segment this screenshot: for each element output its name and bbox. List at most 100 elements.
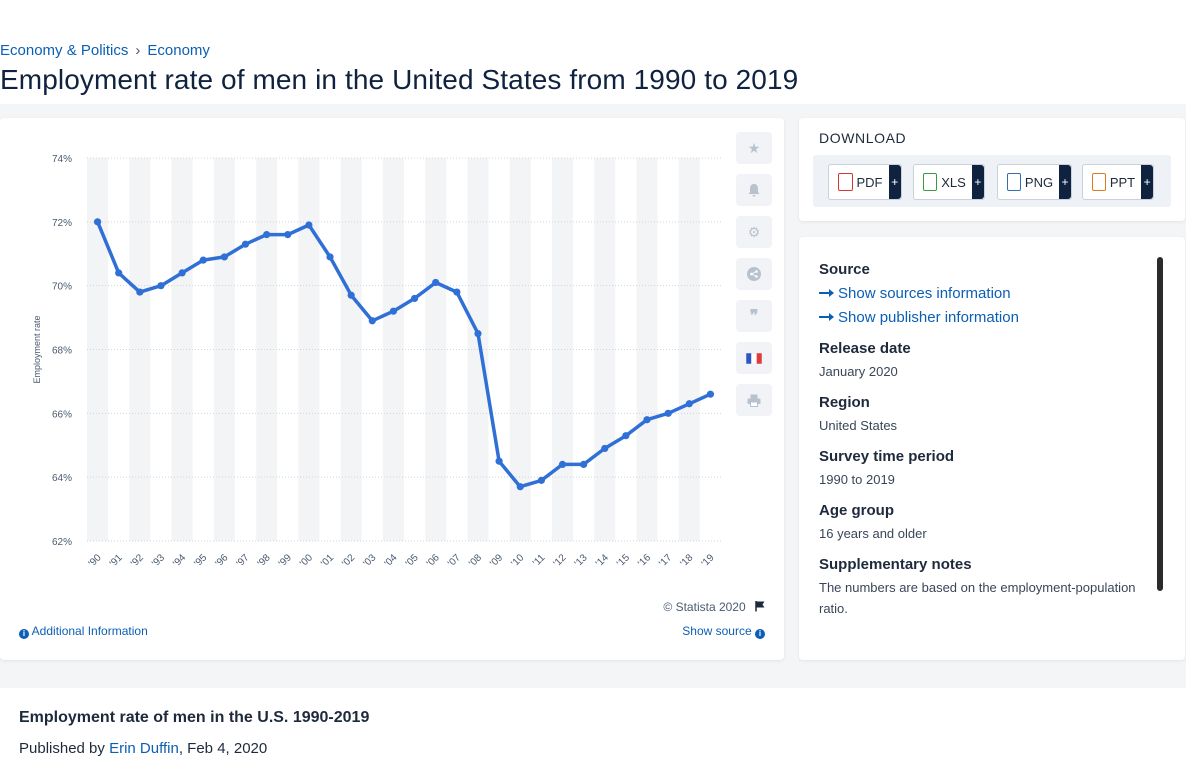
line-chart: 62%64%66%68%70%72%74%Employment rate'90 '… — [32, 154, 721, 569]
x-tick-label: '15 — [615, 552, 632, 569]
statistic-summary: Employment rate of men in the U.S. 1990-… — [0, 688, 1186, 768]
y-tick-label: 62% — [52, 537, 72, 548]
breadcrumb-economy[interactable]: Economy — [147, 42, 210, 59]
x-tick-label: '12 — [552, 552, 569, 569]
category-band — [509, 158, 531, 541]
x-tick-label: '09 — [488, 552, 505, 569]
flag-icon[interactable] — [754, 600, 766, 612]
download-ppt-plus[interactable]: + — [1141, 165, 1153, 199]
copyright-notice: © Statista 2020 — [663, 600, 766, 614]
data-point — [453, 288, 461, 296]
category-band — [256, 158, 278, 541]
data-point — [558, 460, 567, 468]
release-date-value: January 2020 — [819, 364, 898, 379]
category-band — [678, 158, 700, 541]
statistic-details: Source Show sources information Show pub… — [819, 261, 1149, 631]
download-png-plus[interactable]: + — [1059, 165, 1071, 199]
additional-info-link[interactable]: i Additional Information — [19, 624, 148, 639]
x-tick-label: '16 — [636, 552, 653, 569]
download-xls-plus[interactable]: + — [971, 165, 984, 199]
y-tick-label: 70% — [52, 282, 72, 293]
y-tick-label: 66% — [52, 409, 72, 420]
x-tick-label: '06 — [425, 552, 442, 569]
download-xls-label: XLS — [941, 174, 966, 190]
category-band — [636, 158, 658, 541]
published-date: , Feb 4, 2020 — [178, 740, 268, 757]
data-point — [284, 231, 292, 239]
copyright-text: © Statista 2020 — [663, 600, 746, 614]
download-ppt-button[interactable]: PPT + — [1082, 164, 1154, 200]
x-tick-label: '04 — [383, 552, 400, 569]
x-tick-label: '17 — [657, 552, 674, 569]
show-sources-link[interactable]: Show sources information — [819, 282, 1149, 306]
show-publisher-link[interactable]: Show publisher information — [819, 306, 1149, 330]
download-xls-button[interactable]: XLS + — [913, 164, 985, 200]
x-tick-label: '91 — [108, 552, 125, 569]
y-tick-label: 64% — [52, 473, 72, 484]
data-point — [601, 444, 609, 453]
x-tick-label: '00 — [298, 552, 315, 569]
x-tick-label: '11 — [531, 552, 548, 569]
data-point — [537, 476, 545, 484]
details-scrollbar[interactable] — [1157, 257, 1163, 591]
data-point — [136, 288, 144, 296]
data-point — [474, 329, 482, 338]
y-tick-label: 74% — [52, 154, 72, 165]
share-icon — [747, 267, 761, 281]
download-title: DOWNLOAD — [819, 130, 907, 146]
language-button[interactable] — [736, 342, 772, 374]
breadcrumb-economy-politics[interactable]: Economy & Politics — [0, 42, 129, 59]
x-tick-label: '18 — [678, 552, 695, 569]
gear-icon: ⚙ — [747, 223, 761, 240]
x-tick-label: '03 — [361, 552, 378, 569]
data-point — [220, 253, 228, 261]
page-title: Employment rate of men in the United Sta… — [0, 64, 799, 95]
data-point — [706, 390, 715, 398]
x-tick-label: '14 — [594, 552, 611, 569]
show-source-label: Show source — [682, 624, 752, 638]
data-point — [685, 400, 693, 408]
download-pdf-button[interactable]: PDF + — [828, 164, 902, 200]
x-tick-label: '05 — [404, 552, 421, 569]
download-pdf-plus[interactable]: + — [888, 165, 901, 199]
top-bar — [0, 0, 1186, 40]
x-tick-label: '96 — [213, 552, 230, 569]
release-date-label: Release date — [819, 340, 911, 357]
notification-button[interactable] — [736, 174, 772, 206]
cite-button[interactable]: ❞ — [736, 300, 772, 332]
data-point — [643, 416, 651, 424]
info-icon: i — [19, 629, 29, 639]
show-source-link[interactable]: Show source i — [682, 624, 765, 639]
data-point — [347, 291, 355, 299]
data-point — [410, 294, 419, 303]
data-point — [622, 432, 630, 440]
survey-period-value: 1990 to 2019 — [819, 472, 895, 487]
download-png-button[interactable]: PNG + — [997, 164, 1072, 200]
pdf-file-icon — [838, 173, 853, 191]
x-tick-label: '94 — [171, 552, 188, 569]
y-tick-label: 72% — [52, 218, 72, 229]
star-icon: ★ — [747, 139, 761, 156]
share-button[interactable] — [736, 258, 772, 290]
quote-icon: ❞ — [749, 308, 759, 325]
favorite-button[interactable]: ★ — [736, 132, 772, 164]
xls-file-icon — [923, 173, 938, 191]
author-link[interactable]: Erin Duffin — [109, 740, 179, 757]
print-icon — [747, 394, 761, 407]
x-tick-label: '08 — [467, 552, 484, 569]
french-flag-icon — [746, 352, 762, 364]
data-point — [241, 240, 250, 248]
statistic-details-card: Source Show sources information Show pub… — [799, 237, 1185, 660]
category-band — [298, 158, 320, 541]
print-button[interactable] — [736, 384, 772, 416]
download-png-label: PNG — [1024, 174, 1054, 190]
supplementary-notes-label: Supplementary notes — [819, 556, 972, 573]
arrow-right-icon — [819, 289, 834, 297]
settings-button[interactable]: ⚙ — [736, 216, 772, 248]
breadcrumb-separator: › — [135, 42, 141, 59]
ppt-file-icon — [1092, 173, 1106, 191]
data-point — [305, 221, 313, 229]
x-tick-label: '90 — [87, 552, 104, 569]
region-value: United States — [819, 418, 898, 433]
published-prefix: Published by — [19, 740, 105, 757]
